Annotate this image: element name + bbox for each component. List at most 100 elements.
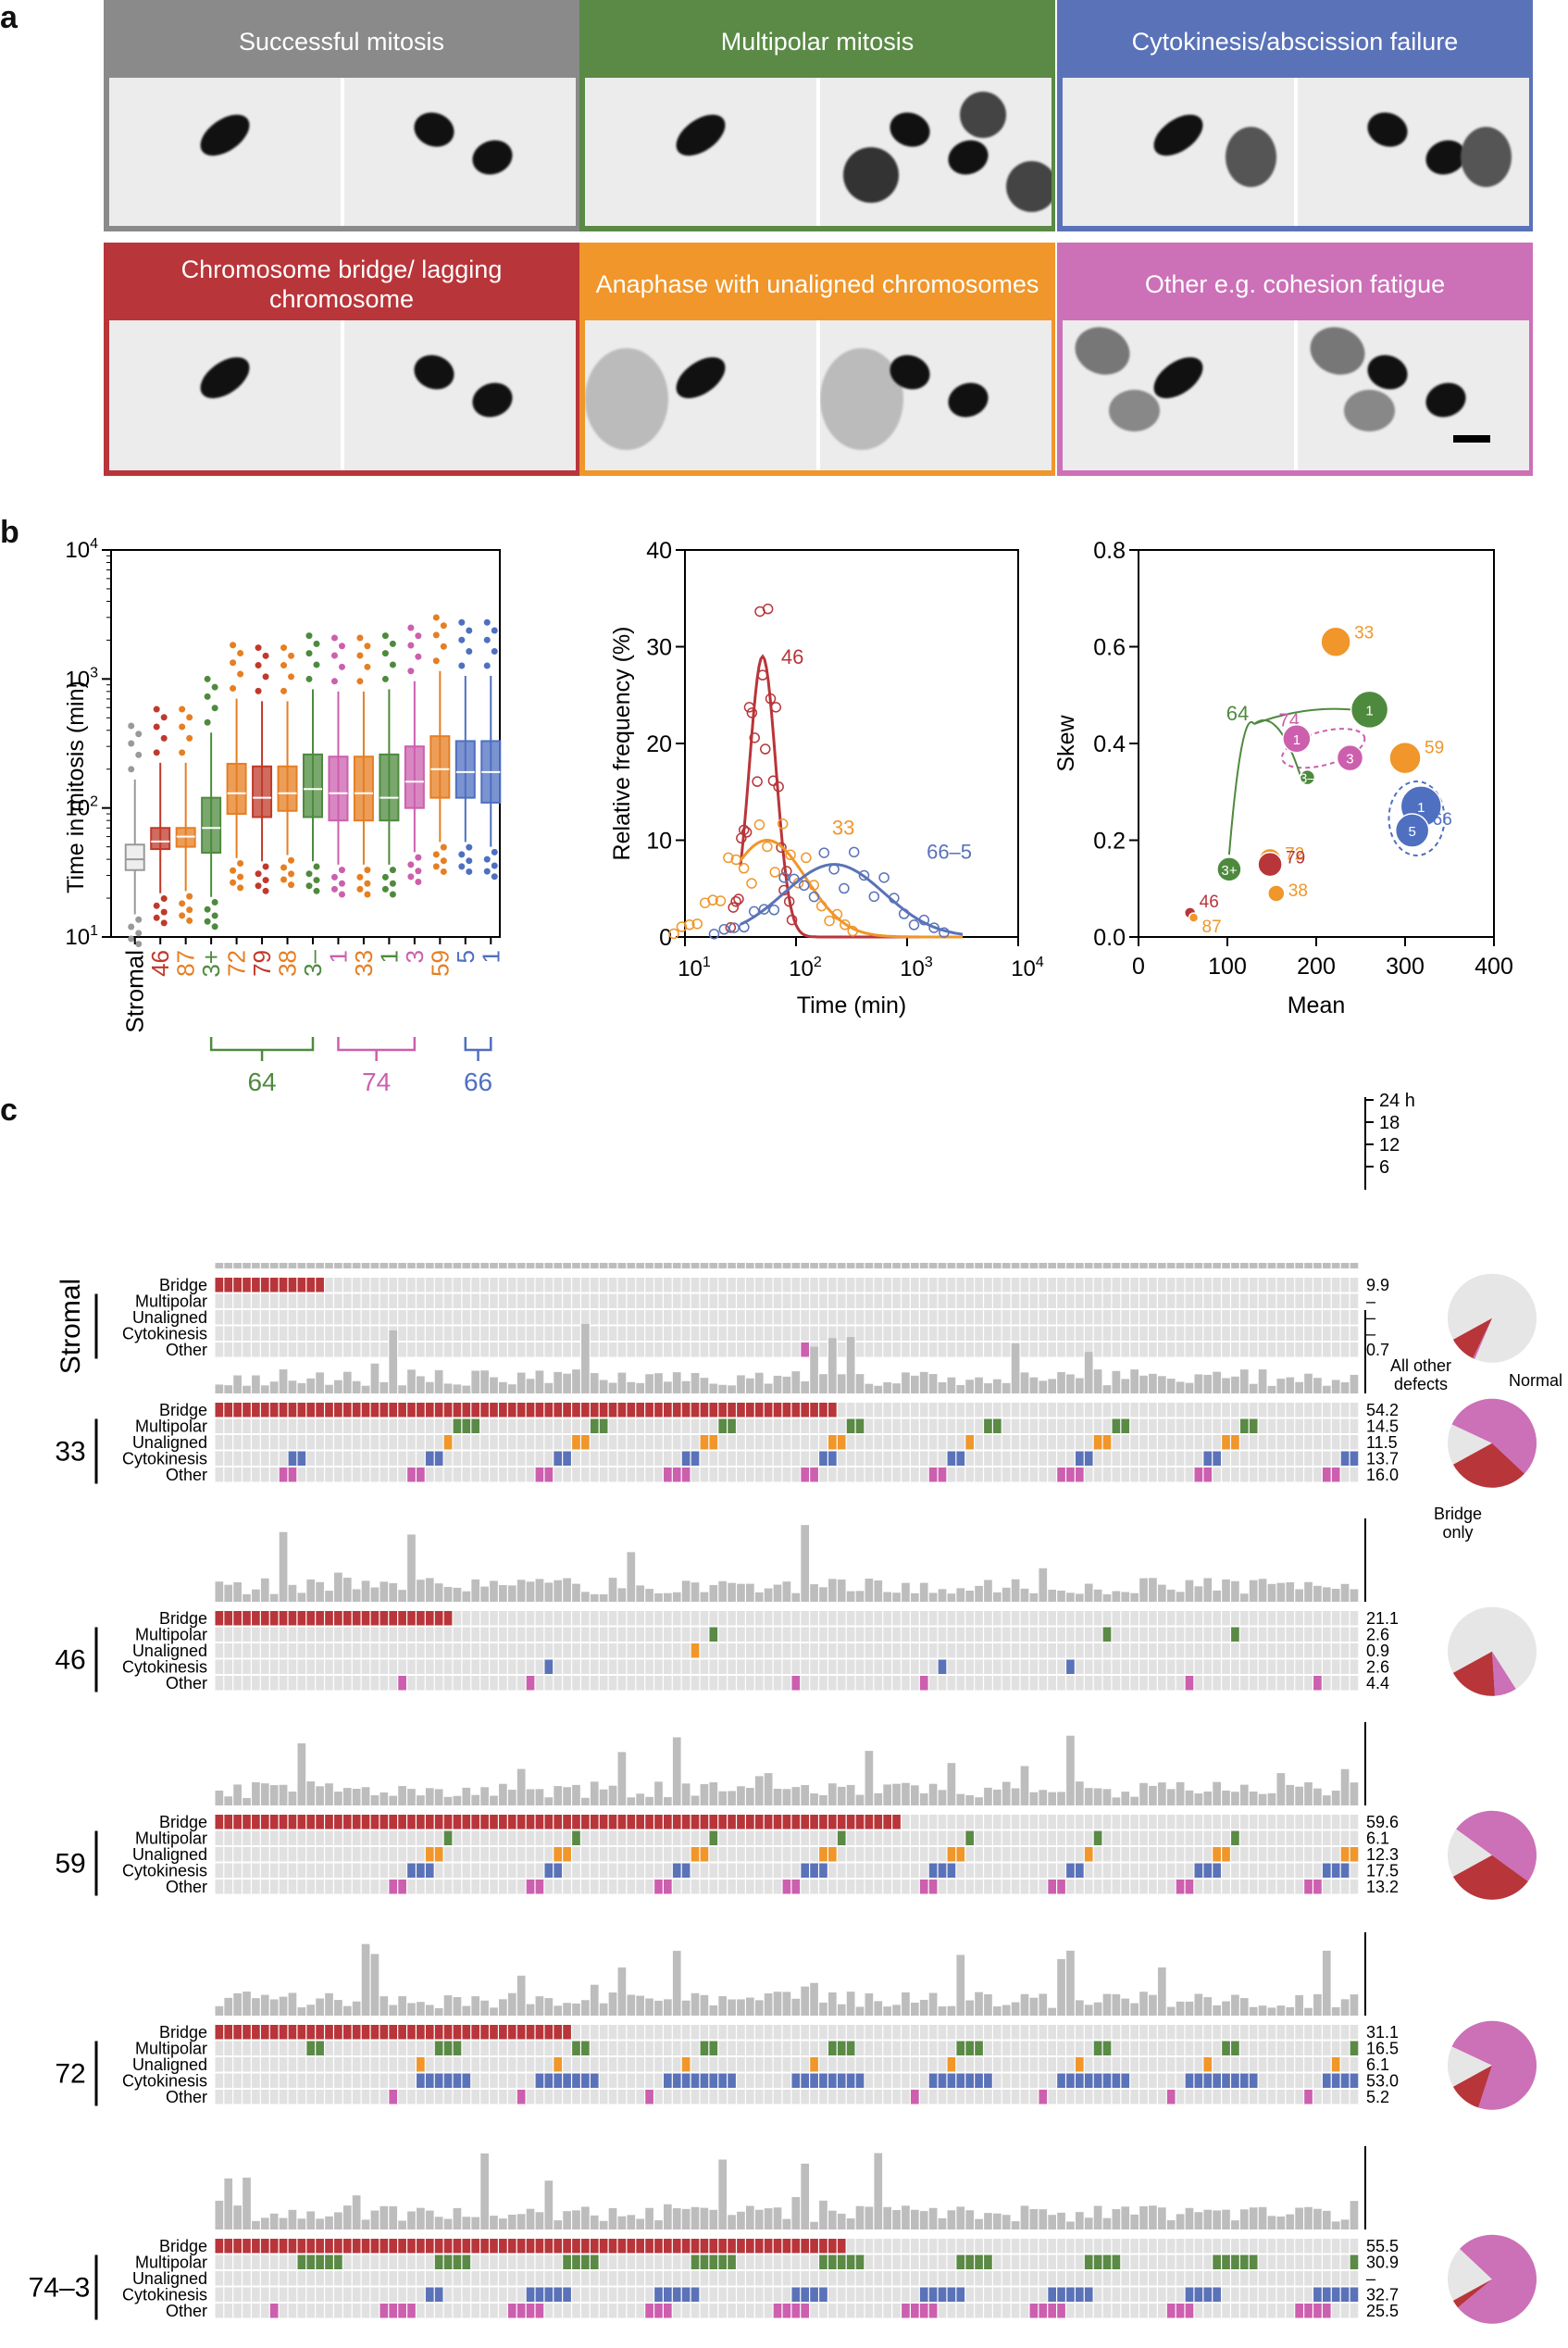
heatmap-cell [975, 2041, 983, 2055]
heatmap-cell [791, 2041, 801, 2055]
duration-bar [828, 1263, 837, 1268]
heatmap-cell [1313, 1403, 1322, 1418]
data-point [939, 927, 950, 938]
duration-bar [297, 1592, 306, 1602]
outlier-point [458, 636, 466, 643]
heatmap-cell [1139, 2271, 1148, 2286]
heatmap-cell [1249, 1815, 1258, 1830]
heatmap-cell [599, 1676, 608, 1691]
heatmap-cell [590, 1659, 599, 1674]
heatmap-cell [975, 2271, 983, 2286]
outlier-point [153, 902, 160, 909]
duration-bar [590, 1373, 599, 1393]
heatmap-cell [1185, 2239, 1194, 2254]
heatmap-cell [516, 1847, 526, 1862]
heatmap-cell [1157, 1468, 1166, 1482]
heatmap-cell [992, 2271, 1002, 2286]
data-point [752, 776, 763, 787]
heatmap-cell [1304, 1293, 1313, 1308]
heatmap-cell [1075, 1451, 1084, 1466]
heatmap-cell [1222, 1403, 1230, 1418]
heatmap-cell [1020, 1293, 1029, 1308]
x-tick-label: 100 [1208, 954, 1247, 980]
heatmap-cell [1239, 1293, 1249, 1308]
heatmap-cell [819, 2090, 828, 2104]
heatmap-cell [627, 1403, 636, 1418]
heatmap-cell [1057, 1278, 1065, 1293]
heatmap-cell [215, 2057, 224, 2072]
heatmap-cell [1130, 2073, 1139, 2088]
pie-slice [1452, 1318, 1492, 1359]
nucleus-shape [467, 377, 517, 422]
heatmap-cell [279, 2057, 288, 2072]
heatmap-cell [992, 2287, 1002, 2302]
data-point [740, 827, 753, 838]
heatmap-cell [269, 1611, 279, 1626]
heatmap-cell [1258, 1643, 1267, 1658]
heatmap-cell [1002, 2041, 1011, 2055]
heatmap-cell [590, 1863, 599, 1878]
heatmap-cell [590, 2287, 599, 2302]
duration-bar [691, 1795, 700, 1805]
heatmap-cell [865, 1611, 874, 1626]
heatmap-cell [984, 1293, 992, 1308]
heatmap-cell [1331, 1451, 1340, 1466]
heatmap-cell [279, 2287, 288, 2302]
heatmap-cell [1130, 2041, 1139, 2055]
heatmap-cell [233, 2057, 242, 2072]
heatmap-cell [1176, 1815, 1185, 1830]
heatmap-cell [1267, 1847, 1276, 1862]
heatmap-cell [837, 1627, 846, 1642]
heatmap-cell [754, 1435, 764, 1450]
heatmap-cell [361, 2090, 370, 2104]
heatmap-cell [490, 1451, 498, 1466]
heatmap-cell [233, 2254, 242, 2269]
heatmap-cell [1194, 1418, 1203, 1433]
heatmap-cell [801, 1326, 810, 1341]
duration-bar [645, 2207, 653, 2229]
heatmap-cell [453, 2271, 462, 2286]
heatmap-cell [334, 1880, 342, 1894]
heatmap-cell [243, 2239, 251, 2254]
heatmap-cell [801, 2271, 810, 2286]
duration-bar [1203, 1578, 1213, 1602]
heatmap-cell [928, 1278, 938, 1293]
heatmap-cell [1066, 1611, 1075, 1626]
heatmap-cell [260, 1627, 269, 1642]
outlier-point [389, 640, 396, 647]
outlier-point [389, 661, 396, 668]
heatmap-cell [599, 1611, 608, 1626]
heatmap-cell [608, 1880, 617, 1894]
heatmap-cell [1084, 1343, 1093, 1357]
y-tick-label: 102 [65, 794, 98, 821]
heatmap-cell [1313, 2041, 1322, 2055]
duration-bar [252, 1781, 260, 1805]
heatmap-cell [361, 2073, 370, 2088]
duration-bar [334, 1792, 342, 1805]
heatmap-cell [1057, 1815, 1065, 1830]
duration-bar [627, 1552, 636, 1602]
heatmap-cell [352, 1863, 361, 1878]
heatmap-cell [260, 1451, 269, 1466]
heatmap-cell [1249, 1403, 1258, 1418]
heatmap-cell [1002, 1326, 1011, 1341]
heatmap-cell [992, 1310, 1002, 1325]
heatmap-cell [572, 1627, 580, 1642]
duration-bar [754, 2209, 764, 2229]
heatmap-cell [252, 2304, 260, 2318]
heatmap-cell [810, 2271, 818, 2286]
heatmap-cell [791, 1435, 801, 1450]
heatmap-cell [1011, 1451, 1020, 1466]
heatmap-cell [627, 1611, 636, 1626]
outlier-point [179, 749, 186, 756]
heatmap-cell [902, 1293, 910, 1308]
duration-bar [342, 2005, 352, 2016]
heatmap-cell [608, 1343, 617, 1357]
heatmap-cell [608, 1863, 617, 1878]
heatmap-cell [1066, 1418, 1075, 1433]
point-label: 79 [1286, 849, 1305, 868]
heatmap-cell [398, 1880, 406, 1894]
heatmap-cell [1084, 2025, 1093, 2040]
duration-bar [819, 1374, 828, 1393]
heatmap-cell [865, 1627, 874, 1642]
